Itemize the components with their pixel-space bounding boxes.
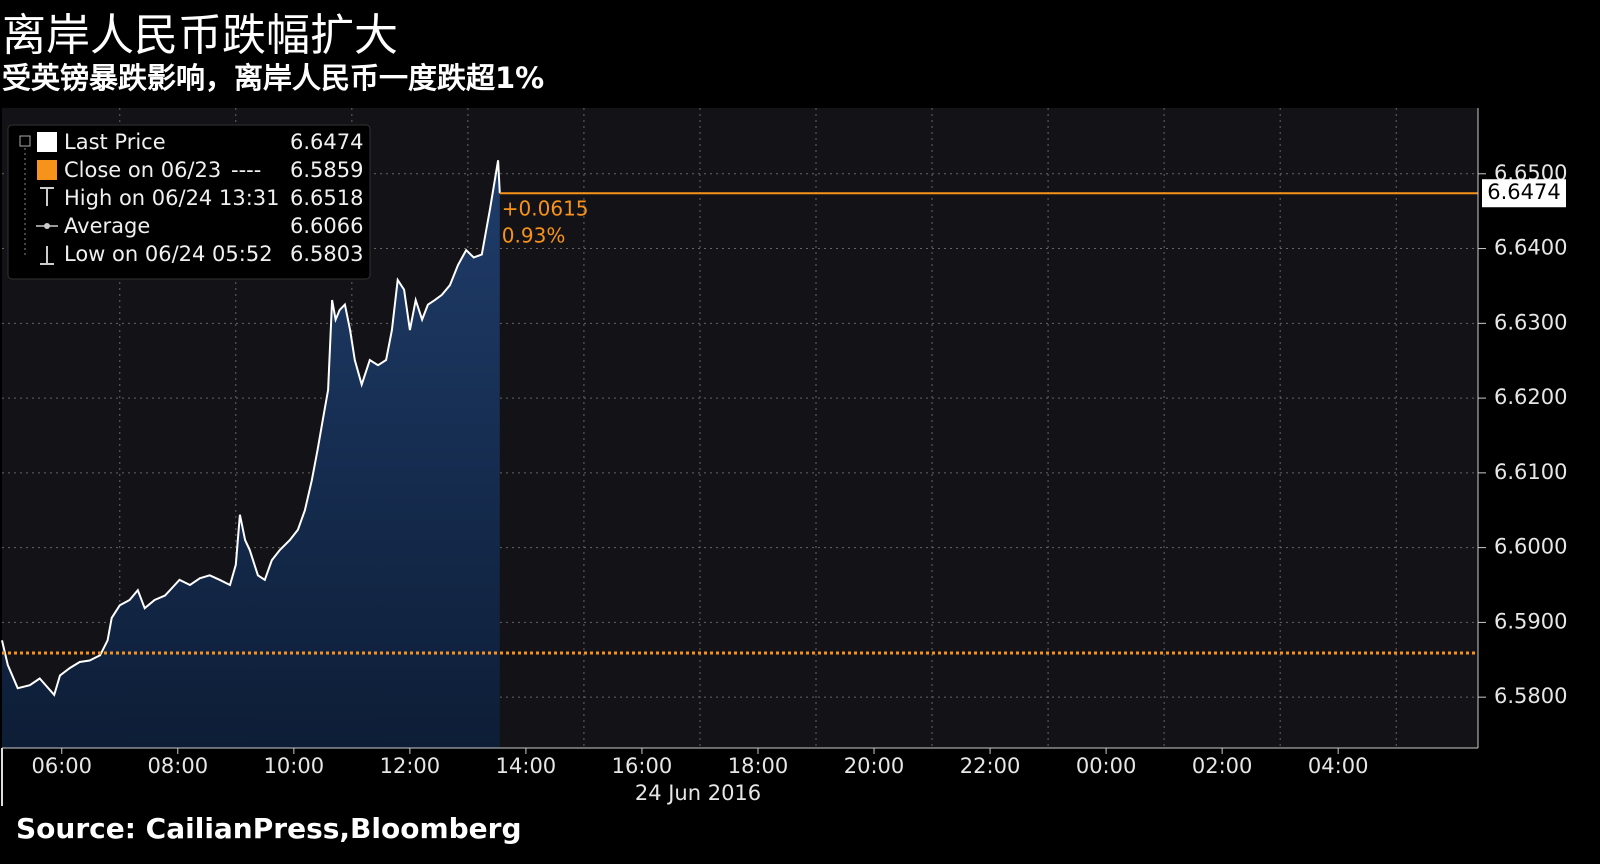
source: Source: CailianPress,Bloomberg	[16, 812, 522, 845]
legend-label: High on 06/24 13:31	[64, 186, 280, 210]
x-tick-label: 16:00	[612, 754, 673, 778]
y-tick-label: 6.6300	[1494, 310, 1567, 334]
x-tick-label: 14:00	[496, 754, 557, 778]
legend-label: Low on 06/24 05:52	[64, 242, 273, 266]
legend-icon	[37, 132, 57, 152]
y-tick-label: 6.6200	[1494, 385, 1567, 409]
legend-dash: ----	[231, 158, 261, 182]
y-tick-label: 6.5800	[1494, 684, 1567, 708]
x-tick-label: 04:00	[1308, 754, 1369, 778]
x-tick-label: 00:00	[1076, 754, 1137, 778]
x-tick-label: 10:00	[264, 754, 325, 778]
legend-label: Last Price	[64, 130, 166, 154]
legend-label: Close on 06/23	[64, 158, 221, 182]
y-tick-label: 6.6400	[1494, 236, 1567, 260]
legend-label: Average	[64, 214, 150, 238]
x-axis-label: 24 Jun 2016	[635, 781, 761, 805]
x-tick-label: 02:00	[1192, 754, 1253, 778]
change-label: +0.0615	[502, 197, 589, 221]
legend-icon	[40, 187, 54, 206]
legend-value: 6.5803	[290, 242, 363, 266]
y-tick-label: 6.6000	[1494, 535, 1567, 559]
x-tick-label: 06:00	[31, 754, 92, 778]
legend-icon	[40, 246, 54, 265]
legend-box	[7, 124, 371, 280]
legend-value: 6.6518	[290, 186, 363, 210]
legend-value: 6.5859	[290, 158, 363, 182]
last-price-label: 6.6474	[1487, 180, 1560, 204]
chart-subtitle: 受英镑暴跌影响，离岸人民币一度跌超1%	[2, 61, 544, 95]
legend-value: 6.6474	[290, 130, 363, 154]
last-price-box	[1482, 179, 1566, 208]
y-tick-label: 6.6100	[1494, 460, 1567, 484]
x-tick-label: 20:00	[844, 754, 905, 778]
change-pct-label: 0.93%	[502, 224, 566, 248]
line	[1, 160, 501, 697]
x-tick-label: 18:00	[728, 754, 789, 778]
legend-value: 6.6066	[290, 214, 363, 238]
area	[2, 160, 500, 749]
x-tick-label: 08:00	[148, 754, 209, 778]
legend-icon	[44, 223, 50, 229]
plot	[1, 108, 1478, 749]
legend-icon	[37, 160, 57, 180]
x-tick-label: 12:00	[380, 754, 441, 778]
legend-collapse	[19, 135, 31, 147]
x-tick-label: 22:00	[960, 754, 1021, 778]
y-tick-label: 6.5900	[1494, 609, 1567, 633]
chart-title: 离岸人民币跌幅扩大	[2, 10, 398, 61]
legend: Last Price 6.6474 Close on 06/23 ---- 6.5859…	[7, 124, 371, 280]
